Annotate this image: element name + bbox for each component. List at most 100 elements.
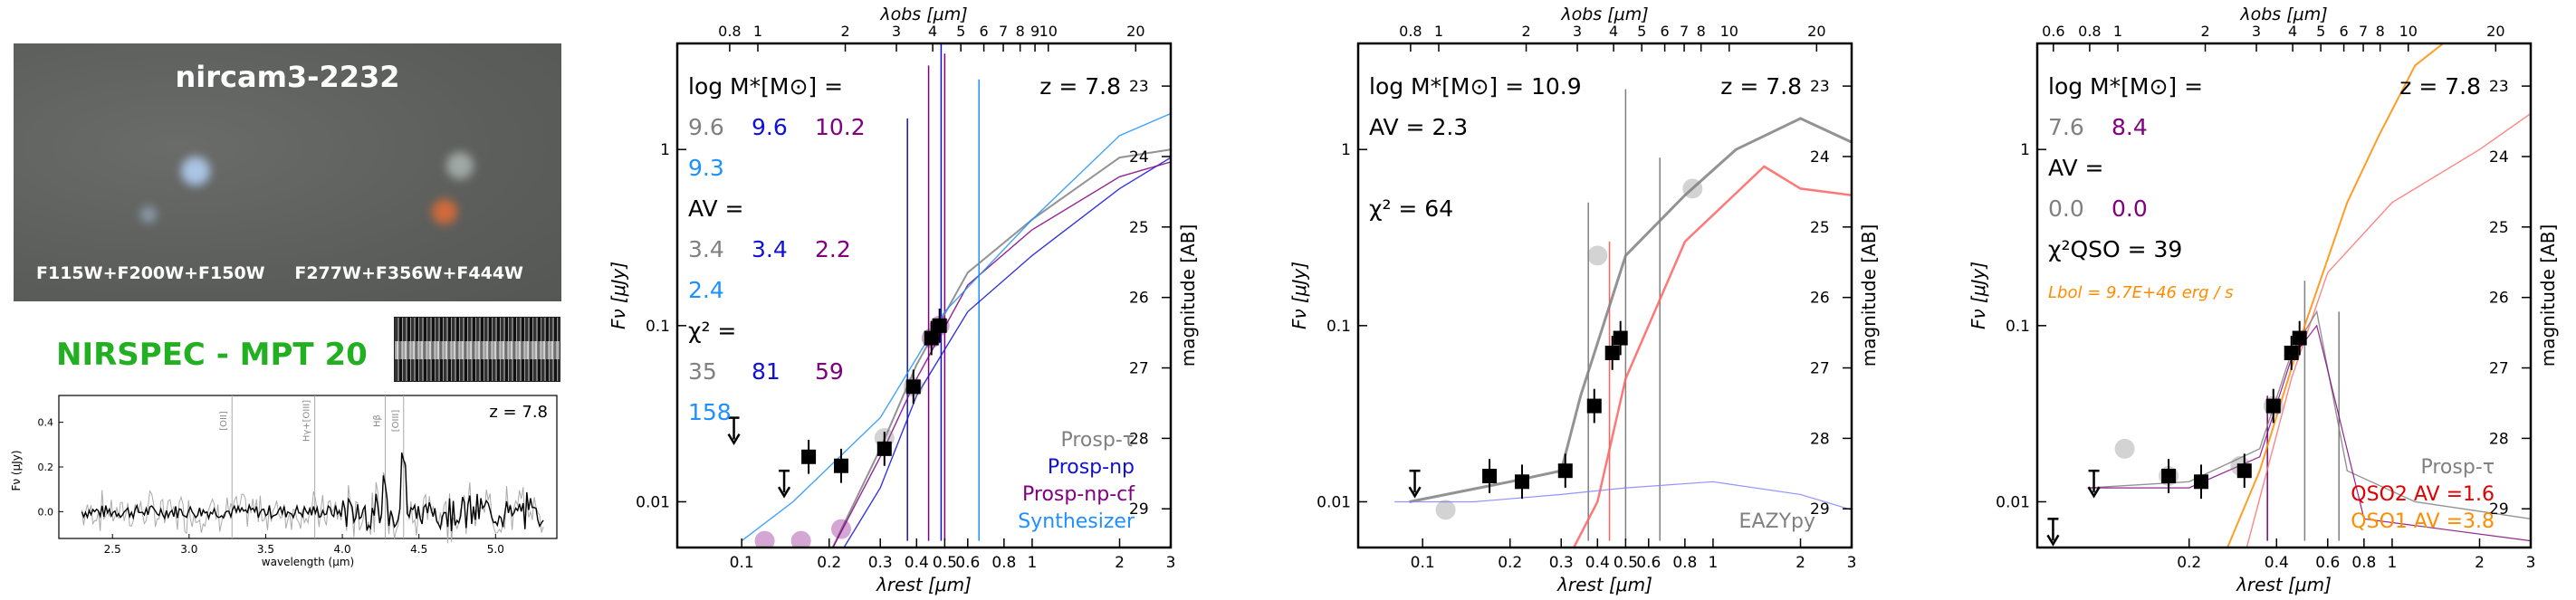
nirspec-x-tick-label: 2.5 [104,543,121,556]
model-photometry-point [754,530,775,548]
annotation-text: 9.6 [688,114,724,140]
annotation-text: 8.4 [2112,114,2148,140]
annotation-text: 59 [815,358,844,385]
annotation-text: log M*[M⊙] = [2048,73,2203,100]
upper-limit-arrow [777,486,791,499]
model-photometry-point [831,519,852,539]
nirspec-x-tick-label: 3.5 [257,543,274,556]
model-curve [1394,481,1852,510]
top-tick-label: 10 [1039,23,1058,40]
x-tick-label: 0.2 [1498,554,1522,572]
x-tick-label: 0.2 [817,554,841,572]
legend-entry: Prosp-τ [2420,456,2495,479]
y-tick-label: 1 [2020,141,2030,159]
top-tick-label: 7 [2359,23,2368,40]
legend-entry: Prosp-np [1048,456,1135,479]
mag-tick-label: 27 [1810,360,1830,378]
nirspec-redshift: z = 7.8 [489,403,548,422]
y-tick-label: 0.1 [646,318,670,336]
top-tick-label: 1 [2113,23,2122,40]
model-curve [2246,112,2531,548]
object-name: nircam3-2232 [175,60,400,94]
sed-plot-area [1394,89,1852,548]
annotation-text: χ²QSO = 39 [2048,236,2182,262]
photometry-point [2292,330,2307,346]
x-tick-label: 0.5 [933,554,957,572]
annotation-text: χ² = 64 [1369,195,1453,222]
annotation-text: 0.0 [2112,195,2148,222]
nirspec-line-label: Hγ+[OIII] [302,400,312,442]
annotation-text: Lbol = 9.7E+46 erg / s [2048,283,2234,302]
sed-axes-frame [675,42,1173,549]
nirspec-y-ticks: 0.0 0.2 0.4 [38,417,63,518]
y-tick-label: 0.01 [1996,493,2030,511]
photometry-point [1613,330,1628,346]
top-tick-label: 0.8 [2078,23,2101,40]
photometry-point [2194,474,2209,490]
mag-tick-label: 28 [1810,430,1830,448]
model-photometry-point [1682,178,1703,199]
annotation-text: 10.2 [815,114,866,140]
x-tick-label: 0.1 [1411,554,1435,572]
top-tick-label: 8 [1016,23,1025,40]
mag-tick-label: 23 [1810,78,1830,96]
annotation-text: log M*[M⊙] = 10.9 [1369,73,1582,100]
nirspec-2d-spectrum [394,317,560,382]
x-tick-label: 0.6 [2315,554,2340,572]
nirspec-xlabel: wavelength (μm) [262,556,354,568]
mag-tick-label: 24 [1810,148,1830,167]
x-tick-label: 0.8 [991,554,1016,572]
x-tick-label: 1 [2388,554,2398,572]
top-tick-label: 0.6 [2042,23,2064,40]
nirspec-title: NIRSPEC - MPT 20 [56,337,368,373]
photometry-point [2265,398,2281,414]
y-axis-label: Fν [μJy] [608,262,629,329]
top-tick-label: 4 [1609,23,1618,40]
top-tick-label: 1 [753,23,762,40]
x-axis-label: λrest [μm] [1556,574,1652,595]
annotation-text: AV = [2048,155,2104,181]
photometry-point [801,449,817,464]
model-curve [1572,165,1852,548]
nirspec-x-tick-label: 4.0 [334,543,351,556]
mag-tick-label: 24 [2489,148,2509,167]
nirspec-x-ticks: 2.5 3.0 3.5 4.0 4.5 5.0 [104,534,504,556]
mag-tick-label: 26 [2489,290,2509,308]
top-tick-label: 1 [1434,23,1443,40]
y-axis-label: Fν [μJy] [1288,262,1310,329]
model-curve [832,161,1171,548]
annotation-text: χ² = [688,318,736,344]
model-curve [741,112,1171,542]
model-curve [2226,43,2445,548]
mag-tick-label: 28 [1129,430,1149,448]
top-tick-label: 2 [840,23,849,40]
top-tick-label: 3 [1573,23,1582,40]
top-tick-label: 4 [928,23,937,40]
right-axis-label: magnitude [AB] [1858,224,1880,367]
mag-tick-label: 25 [1129,219,1149,237]
mag-tick-label: 23 [2489,78,2509,96]
annotation-text: 81 [752,358,780,385]
nirspec-y-tick-label: 0.4 [38,417,54,429]
annotation-text: 9.6 [752,114,788,140]
x-tick-label: 1 [1709,554,1719,572]
nirspec-line-label: [OII] [219,411,229,431]
legend-entry: Synthesizer [1018,510,1135,533]
model-curve [1409,117,1852,503]
nirspec-x-tick-label: 3.0 [180,543,197,556]
model-photometry-point [790,530,811,548]
sed-panel-1: 0.1 0.2 0.3 0.4 0.50.6 0.8 1 2 30.8 1 2 3 4 5 6 7 8 9 10 20… [608,5,1199,595]
top-tick-label: 20 [2486,23,2504,40]
top-axis-label: λobs [μm] [1560,5,1648,24]
top-tick-label: 8 [2376,23,2385,40]
photometry-point [1586,398,1602,414]
mag-tick-label: 28 [2489,430,2509,448]
annotation-text: 2.4 [688,277,724,303]
right-axis-label: magnitude [AB] [1177,224,1199,367]
y-tick-label: 1 [660,141,670,159]
x-tick-label: 0.8 [1672,554,1697,572]
upper-limit-arrow [1408,486,1422,499]
redshift-label: z = 7.8 [1039,73,1121,100]
photometry-point [1604,345,1620,360]
right-axis-label: magnitude [AB] [2537,224,2559,367]
